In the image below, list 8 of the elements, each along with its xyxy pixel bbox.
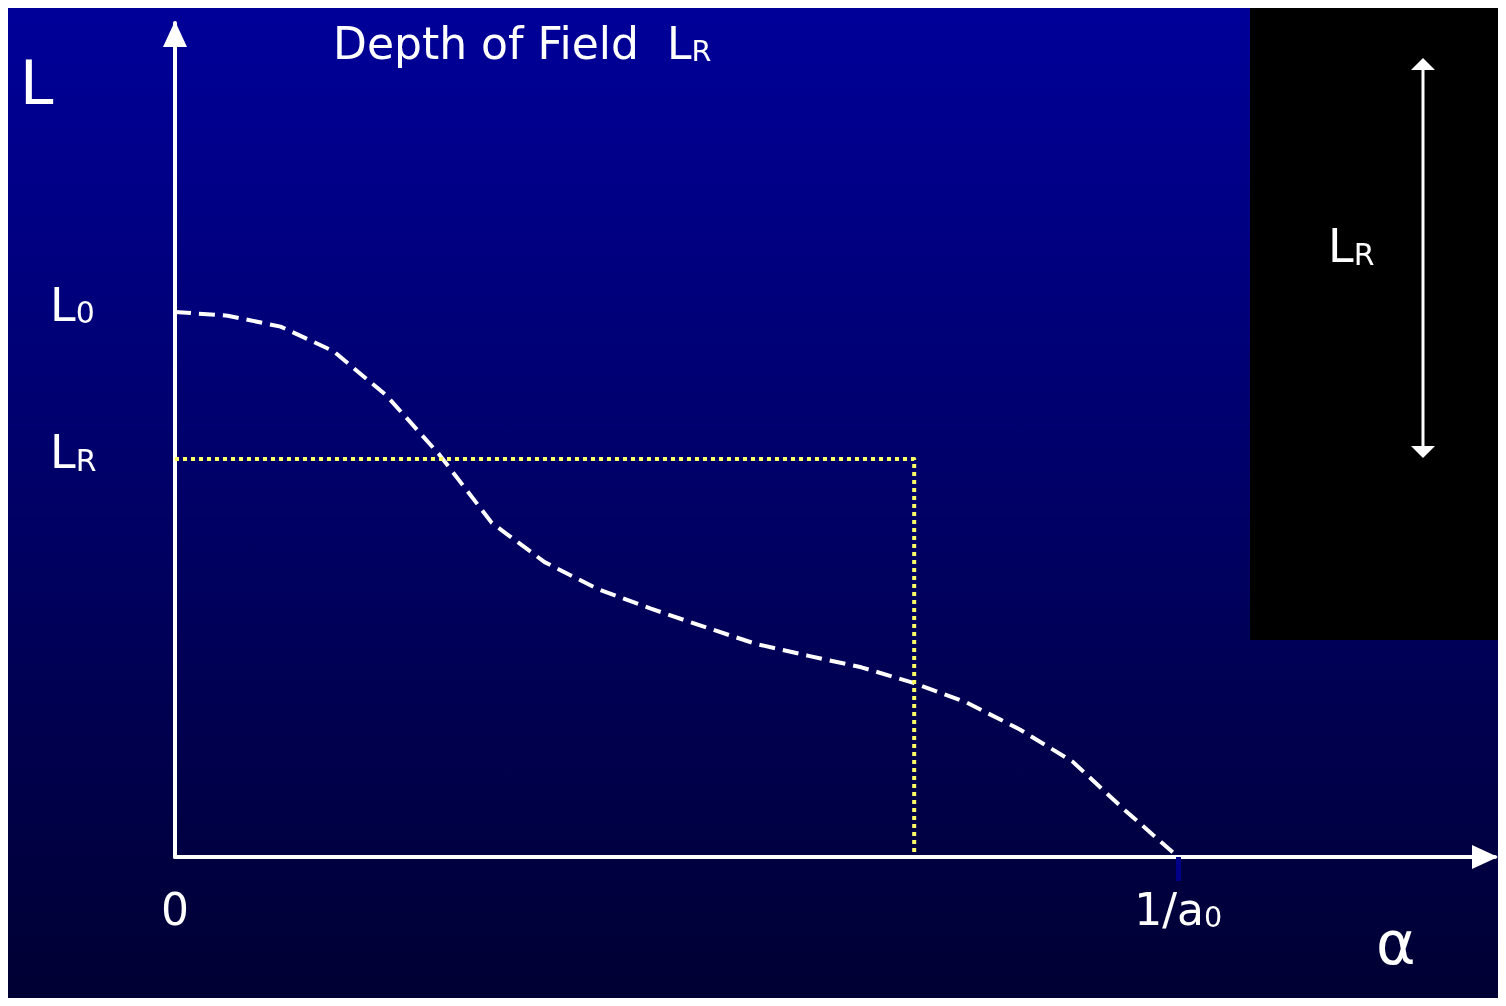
text: LR	[1328, 219, 1375, 273]
y-axis-title: L	[20, 48, 54, 118]
x-tick-label: 0	[161, 883, 189, 935]
chart-title: Depth of Field LR	[333, 17, 712, 69]
x-axis-title: α	[1376, 908, 1416, 978]
annotation: L0	[50, 277, 95, 332]
x-tick-label: 1/a0	[1134, 883, 1223, 935]
annotation: LR	[50, 425, 97, 480]
